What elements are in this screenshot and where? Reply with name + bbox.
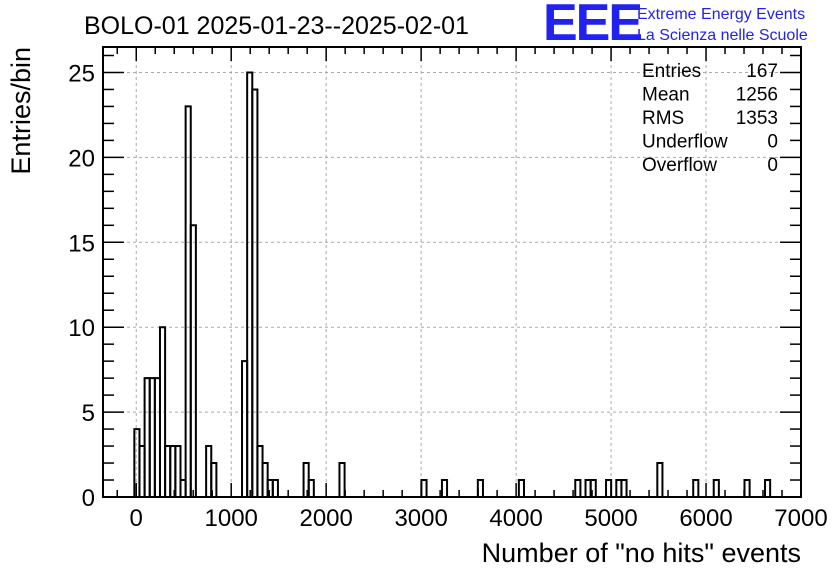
stats-box: Entries 167 Mean 1256 RMS 1353 Underflow 0 Overf…	[642, 61, 778, 176]
histogram-bin-31	[338, 462, 346, 497]
y-tick-label-0: 0	[82, 485, 95, 512]
x-tick-label-6: 6000	[679, 505, 732, 532]
x-tick-label-3: 3000	[394, 505, 447, 532]
histogram-bin-5	[158, 326, 167, 497]
histogram-bin-23	[271, 479, 279, 497]
y-tick-label-1: 5	[82, 400, 95, 427]
x-tick-label-7: 7000	[774, 505, 827, 532]
plot-frame	[102, 46, 802, 498]
stats-value-underflow: 0	[767, 132, 778, 153]
logo-line-2: La Scienza nelle Scuole	[637, 27, 808, 44]
y-axis-label: Entries/bin	[6, 47, 36, 175]
histogram-bin-44	[656, 462, 664, 497]
x-tick-label-1: 1000	[205, 505, 258, 532]
eee-logo-mark: EEE	[543, 0, 641, 52]
stats-value-entries: 167	[746, 61, 778, 82]
stats-value-overflow: 0	[767, 155, 778, 176]
axis-ticks: 0 1000 2000 3000 4000 5000 6000 7000 0 5 10 15 20 25	[68, 47, 828, 532]
histogram-bin-38	[574, 479, 582, 497]
y-tick-label-4: 20	[68, 145, 95, 172]
histogram-bin-11	[189, 224, 197, 497]
histogram-bin-48	[764, 479, 772, 497]
stats-label-overflow: Overflow	[642, 155, 717, 176]
y-tick-label-5: 25	[68, 60, 95, 87]
histogram-bin-43	[620, 479, 628, 497]
stats-label-rms: RMS	[642, 108, 684, 129]
histogram-bin-8	[174, 445, 182, 497]
eee-logo: EEE Extreme Energy Events La Scienza nel…	[543, 0, 808, 52]
histogram-bin-19	[251, 88, 259, 497]
stats-value-mean: 1256	[736, 85, 778, 106]
stats-label-entries: Entries	[642, 61, 701, 82]
histogram-bin-45	[692, 479, 700, 497]
histogram-bin-37	[517, 479, 525, 497]
histogram-bin-36	[476, 479, 484, 497]
x-tick-label-4: 4000	[489, 505, 542, 532]
histogram-bin-15	[210, 462, 218, 497]
stats-value-rms: 1353	[736, 108, 778, 129]
x-tick-label-5: 5000	[584, 505, 637, 532]
grid-lines	[103, 47, 801, 497]
histogram-bin-47	[743, 479, 751, 497]
histogram-bin-40	[589, 479, 597, 497]
chart-title: BOLO-01 2025-01-23--2025-02-01	[84, 12, 469, 40]
logo-line-1: Extreme Energy Events	[637, 6, 805, 23]
x-tick-label-0: 0	[130, 505, 143, 532]
histogram-bin-30	[307, 479, 315, 497]
y-tick-label-2: 10	[68, 315, 95, 342]
y-tick-label-3: 15	[68, 230, 95, 257]
x-axis-label: Number of "no hits" events	[482, 538, 801, 568]
histogram-bin-35	[440, 479, 449, 497]
x-tick-label-2: 2000	[299, 505, 352, 532]
histogram-bin-46	[712, 479, 720, 497]
stats-label-underflow: Underflow	[642, 132, 728, 153]
stats-label-mean: Mean	[642, 85, 690, 106]
